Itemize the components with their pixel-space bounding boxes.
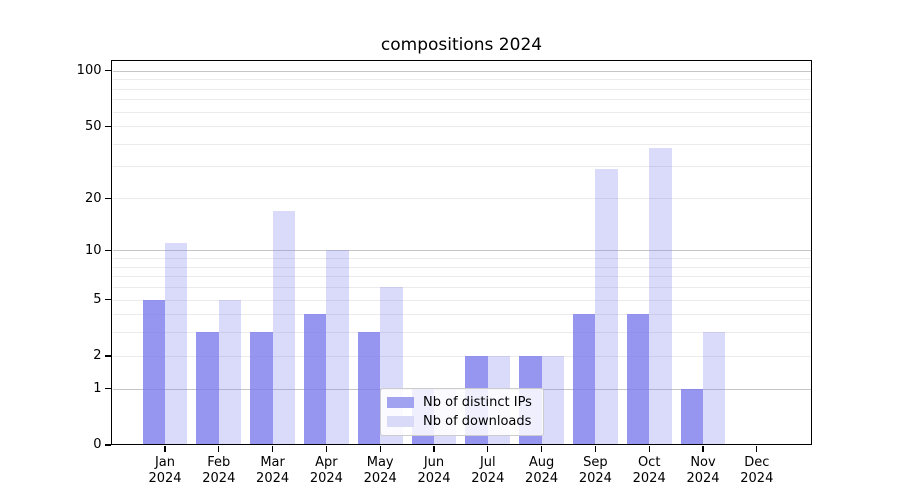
grid-line-minor — [112, 111, 811, 113]
y-tick-mark — [105, 388, 111, 390]
y-tick-label: 5 — [93, 292, 102, 308]
x-tick-label: Jan 2024 — [148, 454, 182, 486]
x-tick-mark — [487, 446, 489, 452]
bar-distinct-ips — [196, 332, 219, 445]
x-tick-label: Nov 2024 — [686, 454, 720, 486]
grid-line-minor — [112, 299, 811, 301]
x-tick-label: Dec 2024 — [740, 454, 774, 486]
legend: Nb of distinct IPs Nb of downloads — [380, 388, 544, 436]
y-tick-label: 100 — [76, 63, 102, 79]
x-tick-label: Jun 2024 — [417, 454, 451, 486]
x-tick-mark — [325, 446, 327, 452]
grid-line-minor — [112, 79, 811, 81]
bar-downloads — [272, 210, 295, 445]
grid-line-major — [112, 250, 811, 252]
x-tick-mark — [164, 446, 166, 452]
grid-line-minor — [112, 276, 811, 278]
y-tick-label: 50 — [84, 118, 102, 134]
y-tick-label: 0 — [93, 437, 102, 453]
y-tick-mark — [105, 70, 111, 72]
grid-line-major — [112, 70, 811, 72]
grid-line-minor — [112, 266, 811, 268]
x-tick-mark — [379, 446, 381, 452]
grid-line-minor — [112, 88, 811, 90]
bar-downloads — [649, 147, 672, 445]
x-tick-mark — [648, 446, 650, 452]
grid-line-minor — [112, 287, 811, 289]
bar-downloads — [326, 250, 349, 445]
legend-label-downloads: Nb of downloads — [423, 414, 532, 429]
bar-distinct-ips — [357, 332, 381, 445]
grid-line-minor — [112, 166, 811, 168]
grid-line-minor — [112, 258, 811, 260]
legend-swatch-downloads — [387, 416, 414, 427]
x-tick-label: Feb 2024 — [202, 454, 236, 486]
grid-line-minor — [112, 99, 811, 101]
x-tick-label: Mar 2024 — [256, 454, 290, 486]
chart-title: compositions 2024 — [380, 35, 543, 55]
bar-distinct-ips — [142, 299, 165, 445]
x-tick-mark — [756, 446, 758, 452]
y-tick-mark — [105, 249, 111, 252]
y-tick-mark — [105, 355, 111, 357]
grid-line-minor — [112, 355, 811, 357]
y-tick-label: 2 — [93, 348, 102, 364]
x-tick-label: Apr 2024 — [309, 454, 343, 486]
grid-line-minor — [112, 314, 811, 316]
legend-item-downloads: Nb of downloads — [387, 414, 535, 429]
x-tick-label: Aug 2024 — [525, 454, 559, 486]
x-tick-mark — [218, 446, 220, 452]
x-tick-label: Jul 2024 — [471, 454, 505, 486]
y-tick-label: 10 — [84, 242, 102, 258]
grid-line-minor — [112, 126, 811, 128]
bar-distinct-ips — [680, 388, 703, 445]
x-tick-mark — [272, 446, 274, 452]
legend-label-distinct-ips: Nb of distinct IPs — [423, 395, 532, 410]
x-tick-mark — [433, 446, 435, 452]
bar-downloads — [595, 169, 618, 445]
y-tick-mark — [105, 299, 111, 301]
bar-downloads — [703, 332, 726, 445]
y-tick-mark — [105, 197, 111, 199]
bar-distinct-ips — [304, 314, 327, 445]
y-tick-mark — [105, 125, 111, 127]
bar-downloads — [541, 355, 564, 445]
x-tick-label: Oct 2024 — [632, 454, 666, 486]
y-tick-mark — [105, 444, 111, 446]
plot-area — [111, 60, 812, 445]
bar-distinct-ips — [250, 332, 273, 445]
y-tick-label: 20 — [84, 190, 102, 206]
legend-item-distinct-ips: Nb of distinct IPs — [387, 395, 535, 410]
grid-line-minor — [112, 198, 811, 200]
bar-downloads — [218, 299, 242, 445]
grid-line-minor — [112, 143, 811, 145]
x-tick-mark — [541, 446, 543, 452]
bar-distinct-ips — [573, 314, 596, 445]
y-tick-label: 1 — [93, 381, 102, 397]
bar-downloads — [165, 243, 188, 445]
x-tick-mark — [594, 446, 596, 452]
bar-distinct-ips — [626, 314, 650, 445]
grid-line-minor — [112, 332, 811, 334]
x-tick-label: May 2024 — [363, 454, 397, 486]
x-tick-label: Sep 2024 — [578, 454, 612, 486]
legend-swatch-distinct-ips — [387, 397, 414, 408]
x-tick-mark — [702, 446, 704, 452]
